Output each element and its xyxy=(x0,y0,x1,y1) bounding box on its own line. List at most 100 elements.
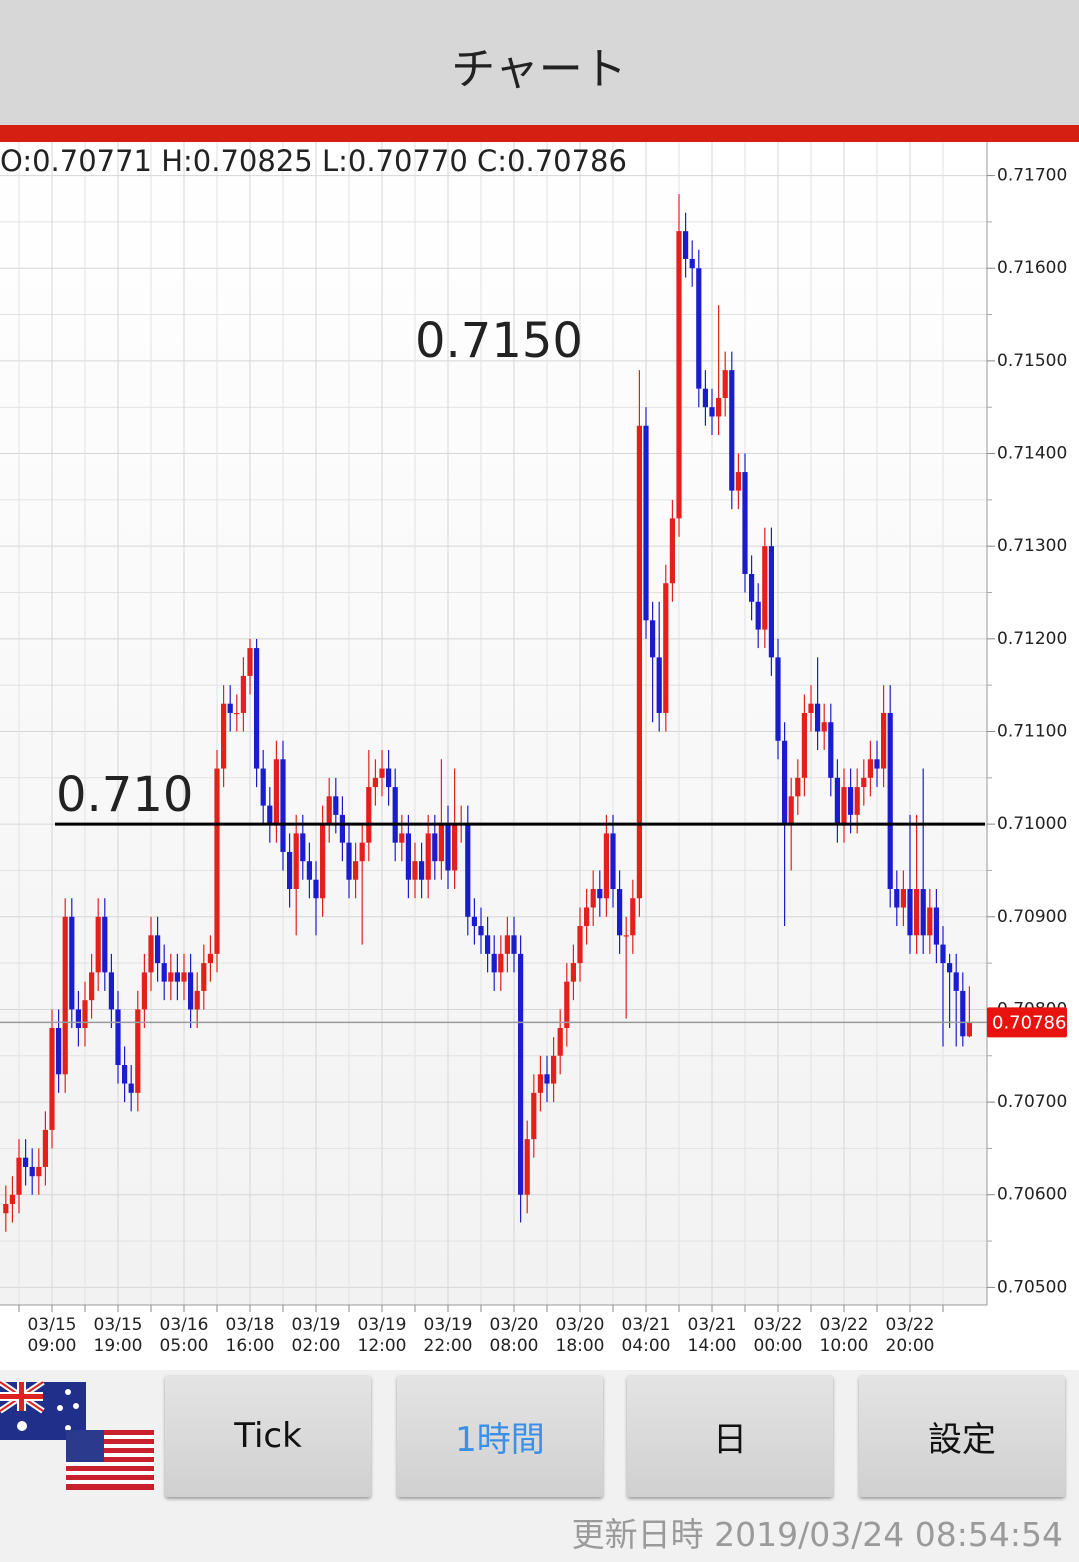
candle-body xyxy=(491,953,497,973)
candle-body xyxy=(676,231,682,519)
candle-body xyxy=(273,759,279,825)
candle-body xyxy=(669,518,675,584)
candle-body xyxy=(23,1157,29,1167)
y-tick-label: 0.70900 xyxy=(997,907,1067,927)
candle-body xyxy=(570,963,576,982)
candle-body xyxy=(749,573,755,602)
candle-body xyxy=(339,814,345,843)
candle-body xyxy=(379,768,385,778)
candle-body xyxy=(933,907,939,945)
candle-body xyxy=(56,1027,62,1075)
current-price-label: 0.70786 xyxy=(992,1012,1066,1033)
candle-body xyxy=(432,833,438,862)
candle-body xyxy=(386,768,392,788)
ohlc-label: O:0.70771 H:0.70825 L:0.70770 C:0.70786 xyxy=(0,144,627,178)
candle-body xyxy=(815,703,821,732)
y-tick-label: 0.71200 xyxy=(997,629,1067,649)
candle-body xyxy=(287,851,293,889)
candle-body xyxy=(326,796,332,825)
day-button[interactable]: 日 xyxy=(627,1375,833,1497)
candle-body xyxy=(122,1065,128,1084)
candle-body xyxy=(201,963,207,991)
candle-body xyxy=(511,935,517,954)
accent-bar xyxy=(0,125,1079,142)
candle-body xyxy=(115,1009,121,1066)
horizontal-line-label: 0.710 xyxy=(56,767,193,823)
candle-body xyxy=(452,824,458,871)
candle-body xyxy=(914,888,920,936)
candle-body xyxy=(280,759,286,852)
x-tick-label: 03/22 20:00 xyxy=(886,1315,935,1356)
candle-body xyxy=(214,768,220,954)
candle-body xyxy=(788,796,794,825)
y-tick-label: 0.71400 xyxy=(997,444,1067,464)
candle-body xyxy=(75,1009,81,1028)
x-tick-label: 03/18 16:00 xyxy=(226,1315,275,1356)
y-tick-label: 0.71600 xyxy=(997,258,1067,278)
candle-body xyxy=(867,759,873,778)
candle-body xyxy=(359,842,365,862)
candle-body xyxy=(419,861,425,880)
header-bar xyxy=(0,0,1079,125)
candle-body xyxy=(861,777,867,788)
candle-body xyxy=(95,916,101,973)
x-tick-label: 03/19 02:00 xyxy=(292,1315,341,1356)
candle-body xyxy=(102,916,108,973)
candle-body xyxy=(584,907,590,927)
candle-body xyxy=(346,842,352,880)
candle-body xyxy=(841,787,847,825)
candle-body xyxy=(557,1027,563,1056)
usd-flag xyxy=(66,1430,154,1490)
candle-body xyxy=(881,712,887,769)
candle-body xyxy=(907,888,913,936)
candle-body xyxy=(465,824,471,917)
candle-body xyxy=(828,722,834,778)
candle-body xyxy=(966,1022,972,1037)
y-tick-label: 0.70700 xyxy=(997,1092,1067,1112)
y-tick-label: 0.71700 xyxy=(997,166,1067,186)
candle-body xyxy=(696,268,702,389)
candle-body xyxy=(260,768,266,806)
candle-body xyxy=(887,712,893,889)
x-tick-label: 03/21 04:00 xyxy=(622,1315,671,1356)
candle-body xyxy=(960,990,966,1037)
candle-body xyxy=(9,1194,15,1205)
tick-button[interactable]: Tick xyxy=(165,1375,371,1497)
candle-body xyxy=(392,787,398,843)
candle-body xyxy=(247,648,253,676)
candle-body xyxy=(188,972,194,1010)
candle-body xyxy=(498,953,504,973)
candle-body xyxy=(716,397,722,417)
x-tick-label: 03/20 18:00 xyxy=(556,1315,605,1356)
candle-body xyxy=(504,935,510,954)
candle-body xyxy=(854,787,860,815)
candle-body xyxy=(643,425,649,621)
candle-body xyxy=(663,583,669,713)
candle-body xyxy=(947,963,953,973)
candle-body xyxy=(689,258,695,269)
candle-body xyxy=(148,935,154,973)
candle-body xyxy=(524,1139,530,1195)
candle-body xyxy=(485,935,491,954)
candle-body xyxy=(874,759,880,769)
candle-body xyxy=(894,888,900,908)
candle-body xyxy=(135,1009,141,1093)
candle-body xyxy=(735,472,741,491)
candle-body xyxy=(590,888,596,908)
settings-button[interactable]: 設定 xyxy=(859,1375,1065,1497)
candle-body xyxy=(650,620,656,658)
candle-body xyxy=(320,824,326,899)
hour-button[interactable]: 1時間 xyxy=(397,1375,603,1497)
candle-body xyxy=(128,1083,134,1093)
candle-body xyxy=(16,1157,22,1195)
candle-body xyxy=(722,370,728,398)
candle-body xyxy=(577,926,583,964)
x-tick-label: 03/19 12:00 xyxy=(358,1315,407,1356)
candle-body xyxy=(762,546,768,630)
candle-body xyxy=(293,833,299,889)
candle-body xyxy=(155,935,161,964)
x-tick-label: 03/15 19:00 xyxy=(94,1315,143,1356)
x-tick-label: 03/19 22:00 xyxy=(424,1315,473,1356)
candle-body xyxy=(927,907,933,936)
